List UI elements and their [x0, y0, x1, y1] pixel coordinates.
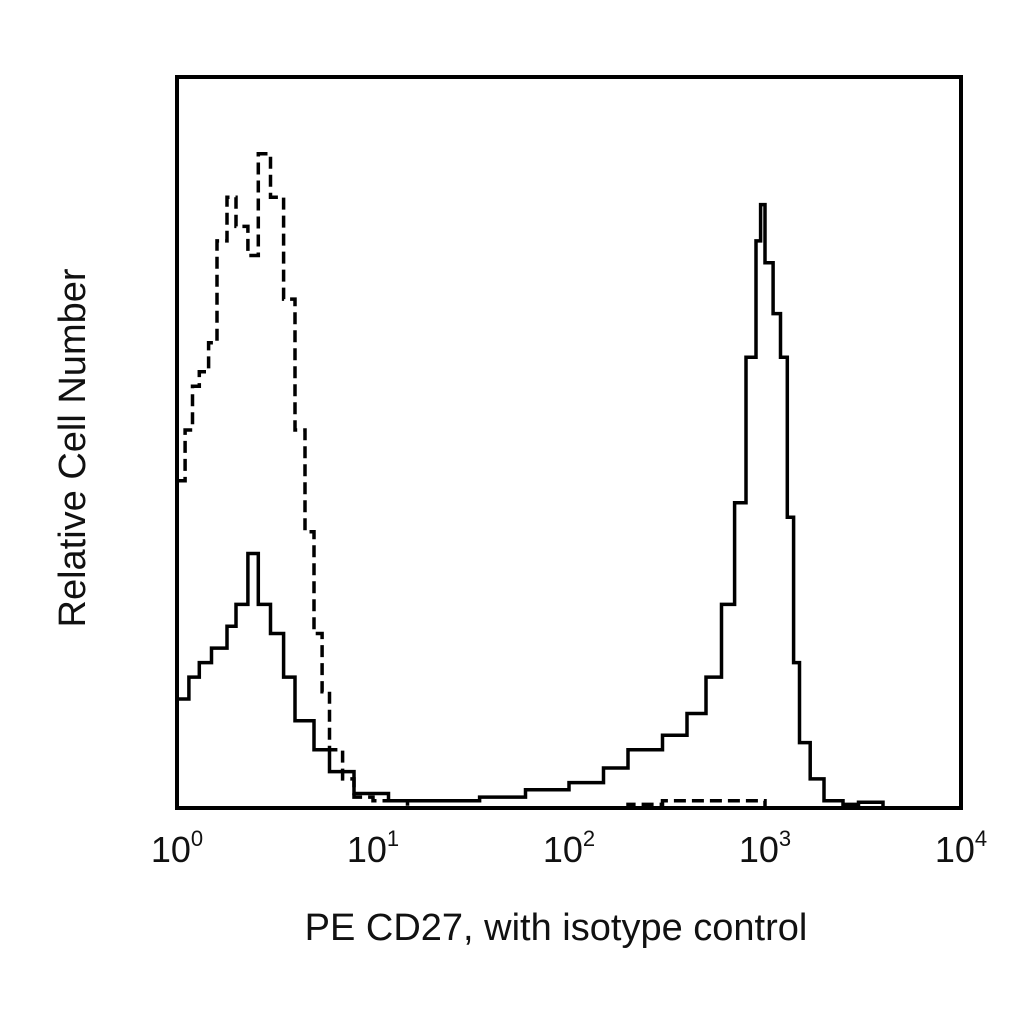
x-axis-label: PE CD27, with isotype control	[305, 907, 808, 949]
x-tick-label: 102	[543, 826, 595, 870]
y-axis-label: Relative Cell Number	[52, 268, 94, 627]
series-layer	[177, 151, 961, 810]
x-tick-label: 100	[151, 826, 203, 870]
x-tick-label: 103	[739, 826, 791, 870]
x-tick-label: 104	[935, 826, 987, 870]
series-dashed-line	[177, 151, 961, 810]
series-solid-line	[177, 202, 961, 810]
x-tick-label: 101	[347, 826, 399, 870]
x-tick-labels: 100 101 102 103 104	[151, 826, 987, 870]
plot-frame	[175, 75, 963, 810]
